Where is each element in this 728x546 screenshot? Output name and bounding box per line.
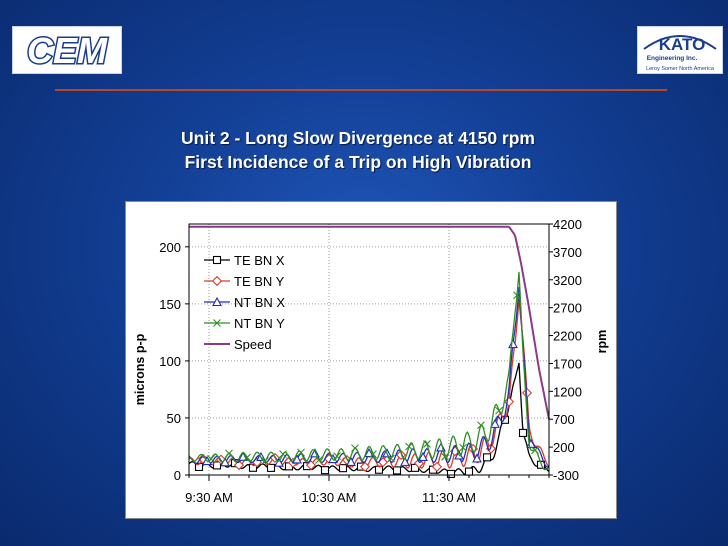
x-tick-label: 9:30 AM bbox=[185, 490, 233, 505]
legend-marker-te_bn_x bbox=[212, 255, 222, 265]
series-marker-nt_bn_x bbox=[490, 418, 500, 428]
chart-title: Unit 2 - Long Slow Divergence at 4150 rp… bbox=[181, 128, 535, 148]
y-tick-label: 100 bbox=[159, 354, 181, 369]
y2-tick-label: 3700 bbox=[553, 245, 582, 260]
series-line-speed bbox=[189, 225, 550, 420]
series-marker-nt_bn_x bbox=[472, 453, 482, 463]
legend-marker-nt_bn_x bbox=[212, 296, 222, 307]
cem-logo: CEM bbox=[12, 26, 122, 74]
vibration-chart: 0 50 100 150 200 -300 200 700 1200 1700 2200 2700 32… bbox=[133, 217, 609, 505]
series-marker-nt_bn_y bbox=[495, 406, 503, 415]
legend-label: TE BN X bbox=[234, 253, 285, 268]
legend-marker-nt_bn_y bbox=[213, 319, 221, 327]
x-tick-label: 10:30 AM bbox=[302, 490, 357, 505]
legend-label: TE BN Y bbox=[234, 274, 285, 289]
y-tick-label: 50 bbox=[167, 411, 181, 426]
series-marker-te_bn_x bbox=[266, 463, 276, 472]
series-marker-nt_bn_y bbox=[369, 450, 377, 459]
legend-label: NT BN Y bbox=[234, 316, 285, 331]
cem-logo-text: CEM bbox=[27, 30, 108, 71]
series-marker-nt_bn_y bbox=[441, 452, 449, 461]
series-marker-te_bn_y bbox=[431, 461, 443, 472]
y2-tick-label: 3200 bbox=[553, 273, 582, 288]
series-marker-nt_bn_x bbox=[346, 456, 356, 466]
series-marker-te_bn_x bbox=[518, 428, 528, 437]
kato-logo-subtitle: Engineering Inc. bbox=[647, 55, 698, 62]
series-marker-nt_bn_y bbox=[477, 421, 485, 430]
legend-label: NT BN X bbox=[234, 295, 285, 310]
series-marker-nt_bn_y bbox=[297, 448, 305, 457]
series-marker-te_bn_x bbox=[338, 464, 348, 473]
series-marker-nt_bn_x bbox=[418, 451, 428, 461]
y-tick-label: 0 bbox=[174, 468, 181, 483]
y2-tick-label: 700 bbox=[553, 412, 575, 427]
series-marker-te_bn_y bbox=[233, 460, 245, 471]
series-marker-nt_bn_y bbox=[513, 291, 521, 300]
series-marker-te_bn_y bbox=[305, 460, 317, 471]
y2-tick-label: 200 bbox=[553, 440, 575, 455]
y-tick-label: 200 bbox=[159, 240, 181, 255]
x-tick-label: 11:30 AM bbox=[422, 490, 476, 505]
series-marker-nt_bn_x bbox=[436, 442, 446, 452]
y2-tick-label: 1200 bbox=[553, 384, 582, 399]
chart-title-block: Unit 2 - Long Slow Divergence at 4150 rp… bbox=[100, 126, 616, 174]
header-rule bbox=[55, 89, 667, 91]
kato-logo-tagline: Leroy Somer North America bbox=[646, 66, 715, 72]
series-marker-nt_bn_y bbox=[243, 453, 251, 462]
y2-tick-label: 2200 bbox=[553, 329, 582, 344]
kato-swoosh-icon bbox=[643, 35, 717, 50]
legend-marker-te_bn_y bbox=[211, 275, 223, 287]
y2-tick-label: 2700 bbox=[553, 301, 582, 316]
kato-logo-text: KATO bbox=[659, 35, 706, 54]
series-marker-nt_bn_y bbox=[261, 457, 269, 465]
series-marker-nt_bn_x bbox=[292, 454, 302, 464]
y2-tick-label: -300 bbox=[553, 468, 579, 483]
series-marker-te_bn_x bbox=[392, 466, 402, 475]
series-line-nt_bn_x bbox=[188, 287, 550, 468]
series-marker-nt_bn_y bbox=[351, 444, 359, 452]
legend-label: Speed bbox=[234, 337, 272, 352]
series-marker-nt_bn_y bbox=[207, 455, 215, 463]
series-marker-nt_bn_y bbox=[333, 452, 341, 460]
series-marker-te_bn_x bbox=[320, 466, 330, 475]
series-marker-te_bn_x bbox=[248, 463, 258, 472]
series-marker-nt_bn_y bbox=[387, 454, 395, 463]
y-axis-label: microns p-p bbox=[133, 333, 147, 405]
series-marker-te_bn_x bbox=[464, 467, 474, 476]
y-tick-label: 150 bbox=[159, 297, 181, 312]
series-marker-nt_bn_y bbox=[315, 456, 323, 464]
series-line-nt_bn_y bbox=[188, 271, 550, 471]
series-marker-nt_bn_x bbox=[274, 457, 284, 467]
series-marker-nt_bn_x bbox=[238, 451, 248, 461]
chart-panel: 0 50 100 150 200 -300 200 700 1200 1700 2200 2700 32… bbox=[125, 201, 617, 519]
y2-tick-label: 4200 bbox=[553, 217, 582, 232]
series-marker-nt_bn_x bbox=[400, 456, 410, 466]
series-marker-te_bn_y bbox=[359, 461, 371, 472]
series-marker-te_bn_y bbox=[395, 449, 407, 461]
series-marker-nt_bn_y bbox=[279, 450, 287, 459]
y2-tick-label: 1700 bbox=[553, 356, 582, 371]
series-marker-te_bn_x bbox=[482, 453, 492, 462]
series-marker-nt_bn_y bbox=[459, 443, 467, 452]
series-marker-te_bn_y bbox=[503, 396, 515, 407]
chart-subtitle: First Incidence of a Trip on High Vibrat… bbox=[184, 152, 532, 172]
series-marker-nt_bn_y bbox=[423, 440, 431, 448]
series-marker-nt_bn_y bbox=[225, 449, 233, 458]
y2-axis-label: rpm bbox=[595, 330, 609, 354]
kato-logo: KATO Engineering Inc. Leroy Somer North … bbox=[637, 26, 723, 74]
series-marker-nt_bn_y bbox=[531, 446, 539, 455]
series-marker-te_bn_x bbox=[212, 461, 222, 470]
series-marker-te_bn_x bbox=[446, 469, 456, 478]
series-marker-nt_bn_y bbox=[405, 442, 413, 451]
